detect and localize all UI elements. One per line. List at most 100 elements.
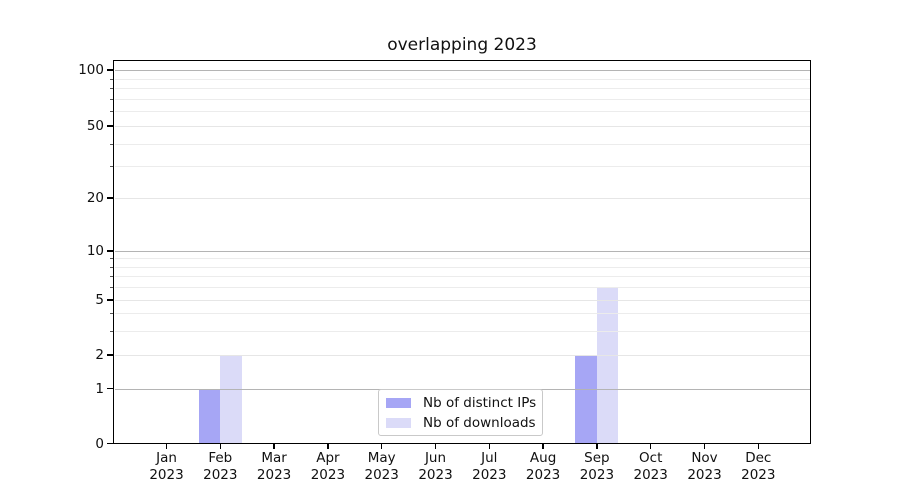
gridline-minor	[114, 166, 810, 168]
legend-item-downloads: Nb of downloads	[379, 413, 542, 433]
y-tick-label: 2	[95, 347, 104, 363]
x-tick-label: Aug 2023	[513, 450, 573, 483]
x-tick-label: Feb 2023	[190, 450, 250, 483]
x-tick-month: Aug	[529, 450, 557, 466]
x-tick-month: Sep	[584, 450, 610, 466]
y-minor-tick-mark	[110, 287, 113, 289]
y-minor-tick-mark	[110, 88, 113, 90]
x-tick-year: 2023	[633, 466, 668, 483]
legend-label: Nb of distinct IPs	[423, 395, 537, 411]
y-tick-mark	[106, 125, 113, 127]
x-tick-month: Jan	[156, 450, 177, 466]
gridline-minor	[114, 98, 810, 100]
x-tick-year: 2023	[256, 466, 292, 483]
y-minor-tick-mark	[110, 78, 113, 80]
x-tick-label: Nov 2023	[675, 450, 735, 483]
downloads-swatch-icon	[386, 418, 411, 428]
x-tick-year: 2023	[687, 466, 722, 483]
y-minor-tick-mark	[110, 266, 113, 268]
y-tick-mark	[106, 299, 113, 301]
x-tick-label: May 2023	[352, 450, 412, 483]
gridline-minor	[114, 330, 810, 332]
y-minor-tick-mark	[110, 276, 113, 278]
x-tick-label: Jul 2023	[459, 450, 519, 483]
y-tick-label: 10	[86, 243, 104, 259]
y-tick-mark	[106, 197, 113, 199]
legend-label: Nb of downloads	[423, 415, 536, 431]
x-tick-year: 2023	[579, 466, 615, 483]
gridline-minor	[114, 276, 810, 278]
x-tick-year: 2023	[472, 466, 507, 483]
gridline-major	[114, 70, 810, 71]
x-tick-month: Dec	[745, 450, 772, 466]
x-tick-mark	[273, 444, 275, 449]
y-minor-tick-mark	[110, 111, 113, 113]
gridline-minor	[114, 258, 810, 260]
gridline	[114, 198, 810, 199]
x-tick-mark	[327, 444, 329, 449]
x-tick-label: Jun 2023	[406, 450, 466, 483]
bar-downloads-sep	[596, 287, 619, 444]
gridline	[114, 355, 810, 356]
x-tick-mark	[596, 444, 598, 449]
x-tick-month: May	[367, 450, 396, 466]
x-tick-mark	[488, 444, 491, 449]
y-tick-label: 100	[78, 62, 104, 78]
gridline-minor	[114, 266, 810, 268]
x-tick-month: Apr	[316, 450, 340, 466]
plot-border	[113, 60, 811, 444]
x-tick-label: Dec 2023	[728, 450, 788, 483]
distinct-ips-swatch-icon	[386, 398, 411, 408]
x-tick-month: Mar	[261, 450, 287, 466]
y-minor-tick-mark	[110, 143, 113, 145]
x-tick-mark	[757, 444, 760, 449]
x-tick-year: 2023	[418, 466, 453, 483]
x-tick-mark	[703, 444, 706, 449]
gridline-minor	[114, 313, 810, 315]
legend: Nb of distinct IPs Nb of downloads	[378, 389, 543, 436]
x-tick-month: Jun	[424, 450, 447, 466]
x-tick-mark	[380, 444, 383, 449]
y-tick-label: 0	[95, 435, 104, 452]
gridline-minor	[114, 78, 810, 80]
y-minor-tick-mark	[110, 98, 113, 100]
chart-title: overlapping 2023	[387, 35, 537, 55]
x-tick-mark	[434, 444, 437, 449]
y-tick-label: 5	[95, 292, 104, 308]
x-tick-label: Jan 2023	[137, 450, 197, 483]
gridline-minor	[114, 111, 810, 113]
gridline	[114, 126, 810, 127]
y-minor-tick-mark	[110, 330, 113, 332]
gridline-minor	[114, 143, 810, 145]
x-tick-mark	[219, 444, 222, 449]
x-tick-year: 2023	[203, 466, 238, 483]
y-minor-tick-mark	[110, 313, 113, 315]
y-tick-label: 20	[86, 190, 104, 206]
bar-distinct-ips-feb	[198, 388, 221, 444]
x-tick-month: Feb	[208, 450, 233, 466]
y-tick-mark	[106, 250, 113, 252]
x-tick-year: 2023	[149, 466, 184, 483]
y-tick-label: 50	[86, 118, 104, 134]
y-tick-mark	[106, 354, 113, 356]
x-tick-mark	[165, 444, 168, 449]
x-tick-mark	[649, 444, 652, 449]
x-tick-label: Mar 2023	[244, 450, 304, 483]
y-minor-tick-mark	[110, 258, 113, 260]
x-tick-label: Sep 2023	[567, 450, 627, 483]
gridline-major	[114, 251, 810, 252]
y-tick-mark	[106, 387, 113, 390]
x-tick-month: Nov	[691, 450, 718, 466]
y-tick-mark	[106, 442, 113, 445]
gridline-minor	[114, 88, 810, 90]
x-tick-year: 2023	[525, 466, 561, 483]
y-tick-mark	[106, 69, 113, 71]
bar-downloads-feb	[220, 355, 242, 444]
gridline-minor	[114, 287, 810, 289]
x-tick-month: Jul	[481, 450, 498, 466]
x-tick-mark	[542, 444, 544, 449]
y-tick-label: 1	[95, 380, 104, 397]
gridline	[114, 300, 810, 301]
x-tick-label: Oct 2023	[621, 450, 681, 483]
